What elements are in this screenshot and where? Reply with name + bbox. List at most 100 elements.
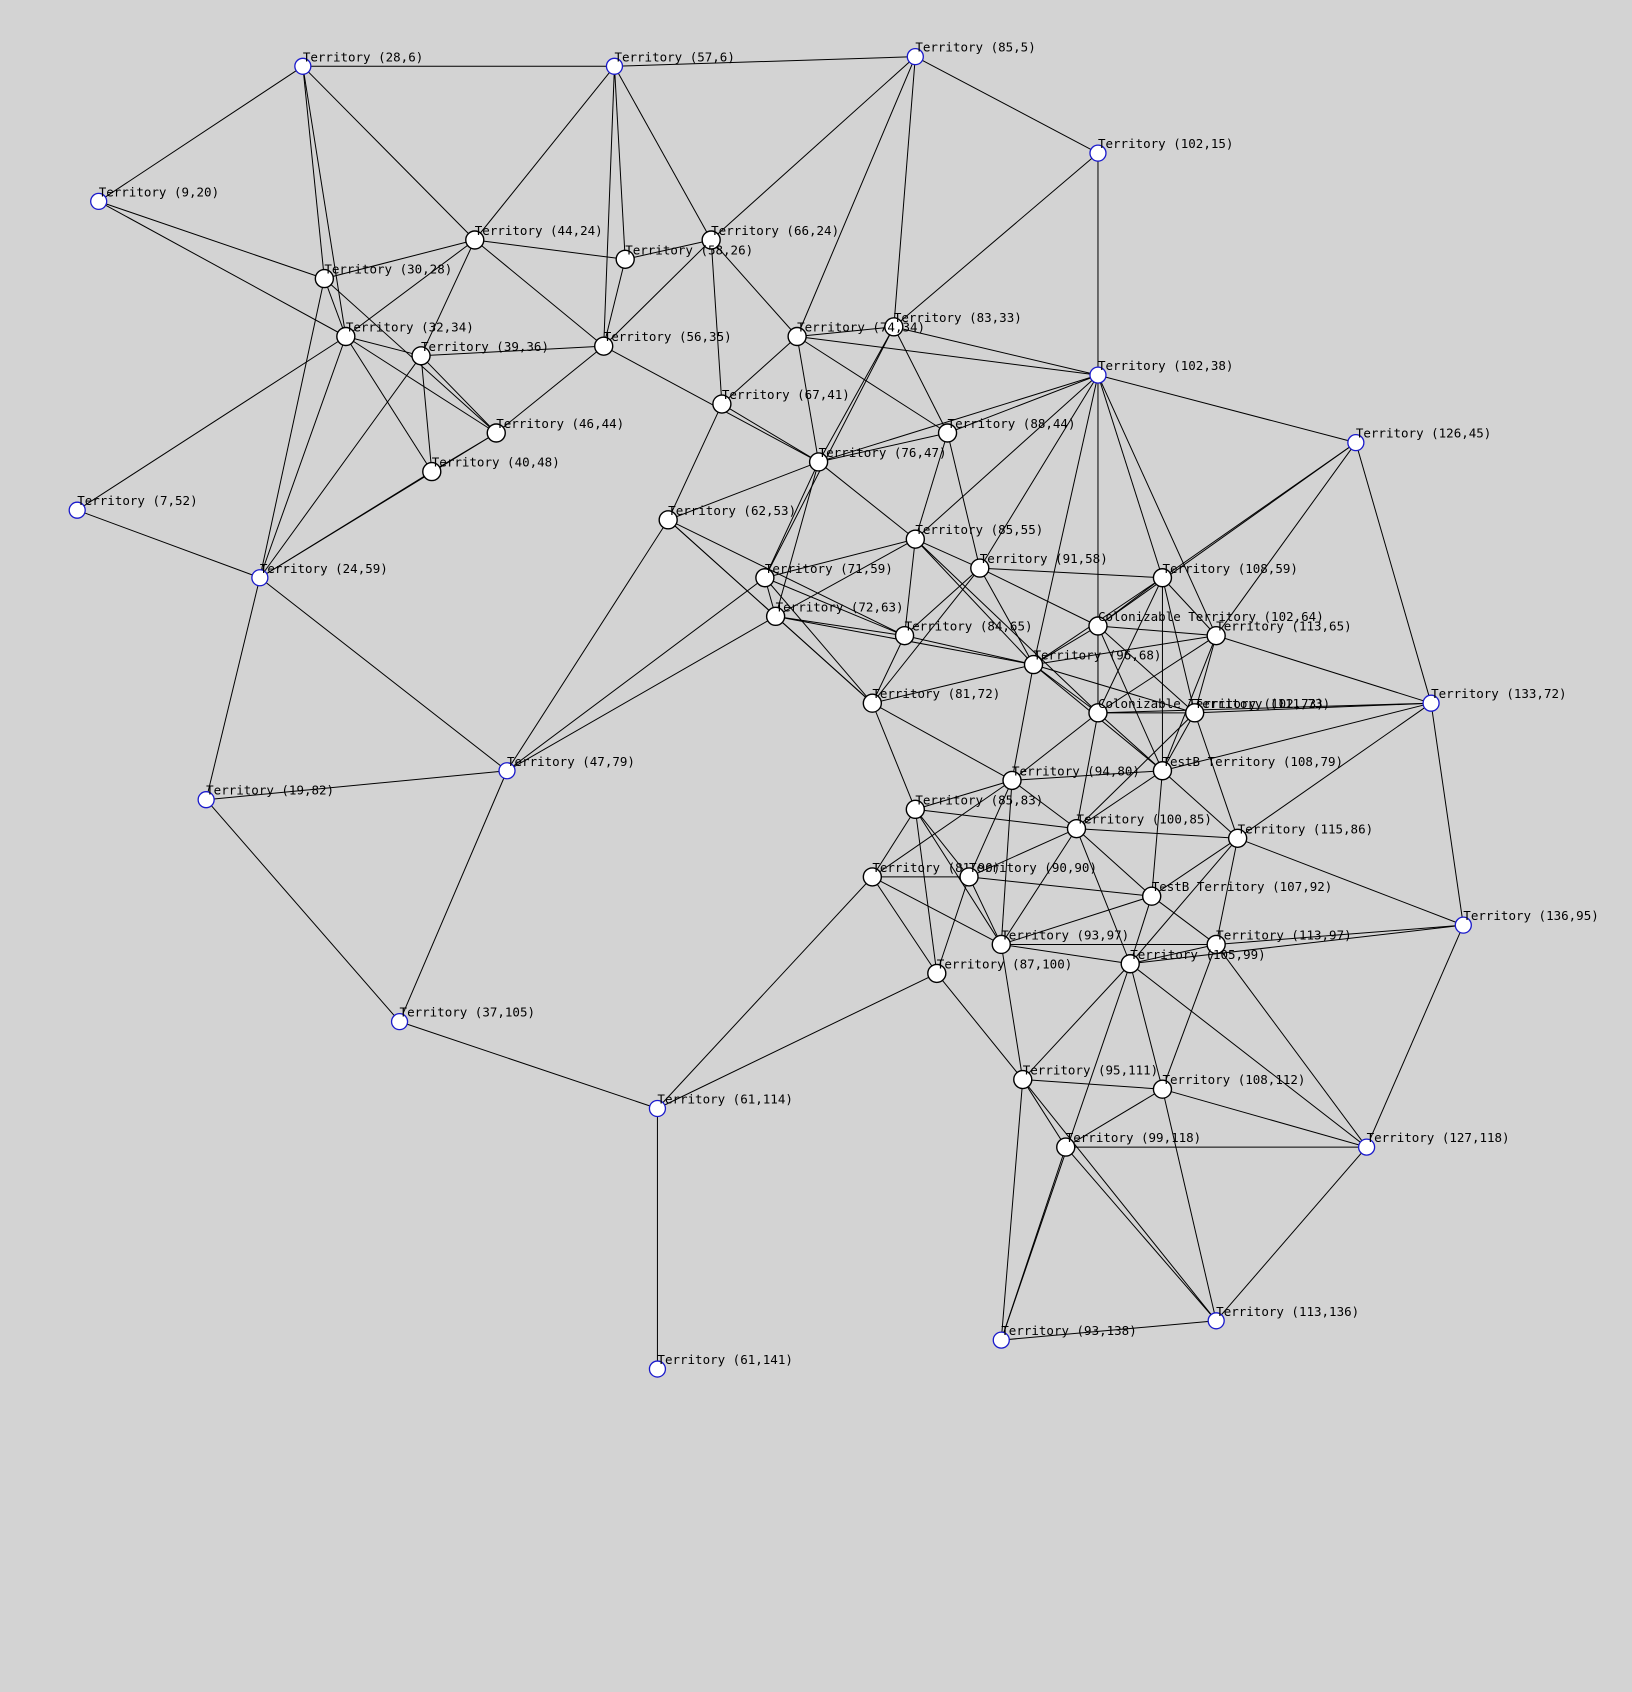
territory-node[interactable]: Territory (127,118) bbox=[1357, 1130, 1510, 1156]
territory-marker[interactable] bbox=[197, 791, 215, 809]
territory-marker[interactable] bbox=[1206, 625, 1226, 646]
territory-marker[interactable] bbox=[411, 346, 431, 366]
territory-marker[interactable] bbox=[905, 529, 926, 549]
territory-marker[interactable] bbox=[905, 799, 926, 820]
territory-node[interactable]: TestB Territory (107,92) bbox=[1142, 879, 1333, 906]
territory-marker[interactable] bbox=[884, 317, 904, 337]
territory-node[interactable]: Territory (108,59) bbox=[1152, 561, 1298, 588]
territory-marker[interactable] bbox=[68, 501, 86, 519]
territory-node[interactable]: Territory (88,44) bbox=[937, 416, 1076, 443]
territory-node[interactable]: Territory (44,24) bbox=[465, 223, 603, 250]
territory-node[interactable]: Territory (126,45) bbox=[1347, 426, 1491, 452]
territory-node[interactable]: Territory (105,99) bbox=[1120, 947, 1266, 974]
territory-node[interactable]: Territory (57,6) bbox=[605, 49, 735, 75]
territory-node[interactable]: Territory (71,59) bbox=[755, 561, 893, 588]
territory-node[interactable]: Territory (40,48) bbox=[422, 455, 560, 482]
territory-marker[interactable] bbox=[1002, 770, 1022, 791]
territory-marker[interactable] bbox=[1454, 916, 1472, 934]
territory-marker[interactable] bbox=[1088, 703, 1108, 723]
territory-marker[interactable] bbox=[1206, 934, 1226, 955]
territory-marker[interactable] bbox=[390, 1013, 409, 1031]
territory-node[interactable]: Territory (87,100) bbox=[927, 956, 1072, 984]
territory-node[interactable]: Territory (95,111) bbox=[1013, 1063, 1158, 1090]
territory-marker[interactable] bbox=[1120, 954, 1140, 974]
territory-marker[interactable] bbox=[294, 57, 312, 75]
territory-marker[interactable] bbox=[1023, 654, 1044, 675]
territory-node[interactable]: Territory (136,95) bbox=[1454, 908, 1599, 934]
territory-node[interactable]: Territory (9,20) bbox=[90, 184, 219, 211]
territory-marker[interactable] bbox=[701, 230, 721, 250]
territory-node[interactable]: Territory (28,6) bbox=[294, 49, 423, 75]
territory-node[interactable]: Territory (19,82) bbox=[197, 783, 334, 809]
territory-marker[interactable] bbox=[1227, 828, 1248, 848]
territory-node[interactable]: Territory (74,34) bbox=[787, 320, 925, 347]
territory-marker[interactable] bbox=[937, 423, 958, 443]
territory-node[interactable]: Colonizable Territory (102,64) bbox=[1088, 609, 1324, 636]
territory-node[interactable]: Territory (67,41) bbox=[712, 387, 850, 414]
territory-node[interactable]: Territory (72,63) bbox=[765, 599, 904, 627]
territory-marker[interactable] bbox=[1089, 366, 1107, 384]
territory-marker[interactable] bbox=[90, 192, 108, 211]
territory-marker[interactable] bbox=[1152, 1079, 1173, 1099]
territory-marker[interactable] bbox=[894, 625, 915, 646]
territory-marker[interactable] bbox=[906, 48, 924, 66]
territory-marker[interactable] bbox=[1152, 761, 1173, 781]
territory-marker[interactable] bbox=[927, 963, 947, 984]
territory-marker[interactable] bbox=[336, 326, 356, 347]
territory-marker[interactable] bbox=[1347, 433, 1365, 452]
territory-node[interactable]: Territory (84,65) bbox=[894, 619, 1033, 646]
territory-marker[interactable] bbox=[991, 934, 1011, 955]
territory-marker[interactable] bbox=[1422, 694, 1440, 712]
territory-node[interactable]: Territory (113,136) bbox=[1207, 1304, 1359, 1330]
territory-node[interactable]: Territory (24,59) bbox=[251, 561, 388, 587]
territory-node[interactable]: Territory (100,85) bbox=[1066, 812, 1212, 839]
territory-marker[interactable] bbox=[765, 606, 786, 627]
territory-marker[interactable] bbox=[787, 326, 807, 347]
territory-node[interactable]: Territory (37,105) bbox=[390, 1005, 535, 1031]
territory-node[interactable]: Territory (94,80) bbox=[1002, 763, 1140, 791]
territory-marker[interactable] bbox=[605, 57, 624, 75]
territory-marker[interactable] bbox=[1142, 886, 1162, 906]
territory-marker[interactable] bbox=[1152, 568, 1173, 588]
territory-node[interactable]: TestB Territory (108,79) bbox=[1152, 754, 1343, 781]
territory-node[interactable]: Territory (81,72) bbox=[862, 686, 1000, 713]
territory-marker[interactable] bbox=[314, 268, 335, 289]
territory-node[interactable]: Territory (115,86) bbox=[1227, 821, 1373, 848]
territory-node[interactable]: Territory (93,138) bbox=[992, 1323, 1137, 1349]
territory-marker[interactable] bbox=[808, 452, 829, 472]
territory-node[interactable]: Territory (83,33) bbox=[884, 310, 1022, 337]
territory-node[interactable]: Territory (111,73) bbox=[1184, 696, 1330, 723]
territory-marker[interactable] bbox=[992, 1331, 1010, 1349]
territory-marker[interactable] bbox=[1184, 703, 1205, 723]
territory-node[interactable]: Territory (7,52) bbox=[68, 493, 198, 519]
territory-node[interactable]: Territory (99,118) bbox=[1056, 1130, 1201, 1157]
territory-node[interactable]: Territory (93,97) bbox=[991, 927, 1129, 955]
territory-marker[interactable] bbox=[970, 558, 990, 578]
territory-marker[interactable] bbox=[465, 230, 485, 250]
territory-marker[interactable] bbox=[959, 867, 979, 887]
territory-marker[interactable] bbox=[1013, 1069, 1033, 1090]
territory-node[interactable]: Territory (85,5) bbox=[906, 40, 1036, 66]
territory-node[interactable]: Territory (47,79) bbox=[498, 754, 635, 780]
territory-marker[interactable] bbox=[498, 762, 516, 780]
territory-node[interactable]: Territory (96,68) bbox=[1023, 648, 1162, 675]
territory-node[interactable]: Territory (58,26) bbox=[615, 242, 753, 269]
territory-node[interactable]: Territory (32,34) bbox=[336, 320, 474, 347]
territory-marker[interactable] bbox=[1088, 616, 1108, 636]
territory-marker[interactable] bbox=[422, 461, 442, 482]
territory-marker[interactable] bbox=[755, 568, 775, 588]
territory-marker[interactable] bbox=[1357, 1138, 1376, 1156]
territory-node[interactable]: Colonizable Territory (102,73) bbox=[1088, 696, 1324, 723]
territory-node[interactable]: Territory (66,24) bbox=[701, 223, 839, 250]
territory-marker[interactable] bbox=[1207, 1312, 1225, 1330]
territory-node[interactable]: Territory (113,97) bbox=[1206, 927, 1352, 955]
territory-marker[interactable] bbox=[486, 423, 506, 443]
territory-marker[interactable] bbox=[1066, 818, 1087, 839]
territory-node[interactable]: Territory (61,141) bbox=[648, 1352, 793, 1378]
territory-marker[interactable] bbox=[862, 693, 883, 713]
territory-node[interactable]: Territory (102,15) bbox=[1089, 136, 1233, 162]
territory-node[interactable]: Territory (30,28) bbox=[314, 262, 452, 289]
territory-marker[interactable] bbox=[594, 336, 614, 356]
territory-marker[interactable] bbox=[615, 249, 635, 269]
territory-marker[interactable] bbox=[648, 1360, 667, 1378]
